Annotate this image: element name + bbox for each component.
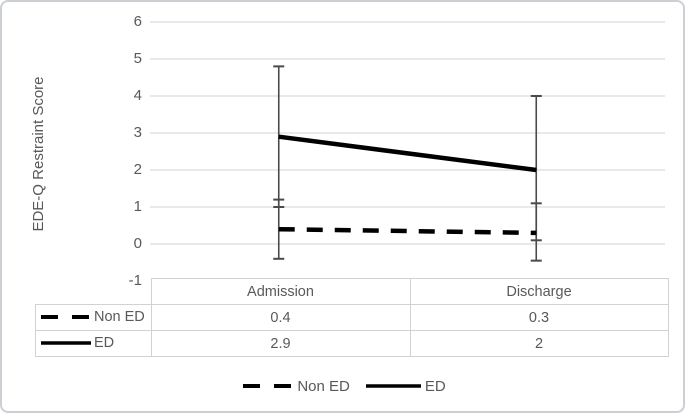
table-row-ed: ED 2.9 2	[35, 330, 669, 357]
table-cell-ed-discharge: 2	[409, 330, 669, 357]
series-line-ed	[278, 134, 537, 173]
y-tick-label: -1	[128, 272, 142, 289]
table-rowkey-non-ed: Non ED	[35, 304, 152, 331]
y-tick-label: 2	[133, 161, 142, 178]
y-tick-label: 4	[133, 87, 142, 104]
y-tick-label: 5	[133, 50, 142, 67]
legend-item-ed: ED	[365, 377, 446, 395]
data-table: Admission Discharge Non ED 0.4 0.3	[35, 278, 669, 357]
y-tick-label: 1	[133, 198, 142, 215]
y-tick-label: 6	[133, 13, 142, 30]
y-tick-label: 3	[133, 124, 142, 141]
table-legend-spacer	[36, 279, 152, 305]
table-rowkey-ed-label: ED	[94, 335, 115, 351]
non-ed-dashed-line-key-icon	[243, 384, 294, 388]
legend-label-non-ed: Non ED	[297, 377, 350, 395]
y-axis-title: EDE-Q Restraint Score	[30, 76, 47, 232]
table-rowkey-non-ed-label: Non ED	[94, 309, 145, 325]
non-ed-dashed-line-key-icon	[41, 315, 91, 319]
table-rowkey-ed: ED	[35, 330, 152, 357]
table-header-admission: Admission	[150, 278, 411, 305]
series-line-non-ed	[278, 226, 537, 236]
table-cell-non-ed-admission: 0.4	[150, 304, 411, 331]
legend-item-non-ed: Non ED	[243, 378, 350, 395]
ed-solid-line-key-icon	[365, 384, 421, 388]
table-header-row: Admission Discharge	[36, 278, 669, 305]
chart-legend: Non ED ED	[2, 374, 683, 398]
table-cell-ed-admission: 2.9	[150, 330, 411, 357]
table-header-discharge: Discharge	[409, 278, 669, 305]
ed-solid-line-key-icon	[41, 341, 91, 345]
legend-label-ed: ED	[424, 377, 446, 395]
table-row-non-ed: Non ED 0.4 0.3	[35, 304, 669, 331]
table-cell-non-ed-discharge: 0.3	[409, 304, 669, 331]
y-tick-label: 0	[133, 235, 142, 252]
